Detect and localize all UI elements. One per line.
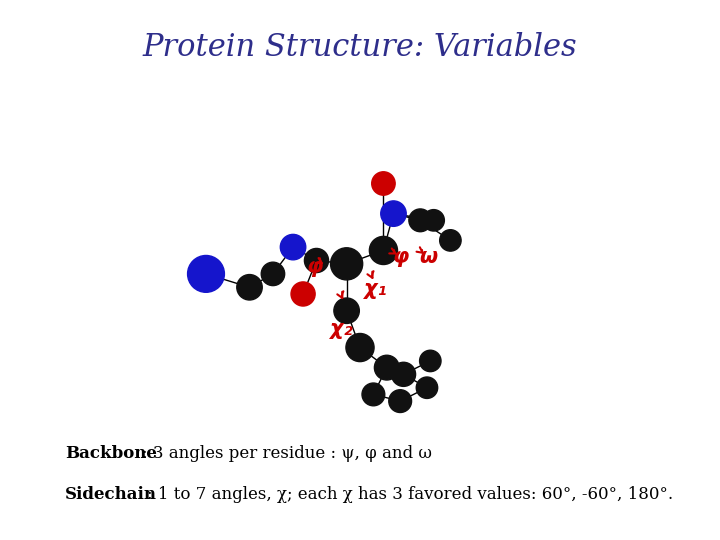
- Circle shape: [416, 377, 438, 399]
- Circle shape: [188, 255, 225, 292]
- Circle shape: [346, 334, 374, 362]
- Text: Sidechain: Sidechain: [65, 486, 157, 503]
- Text: χ₂: χ₂: [330, 319, 353, 339]
- Text: Backbone: Backbone: [65, 446, 157, 462]
- Circle shape: [334, 298, 359, 323]
- Circle shape: [389, 390, 412, 413]
- Circle shape: [305, 248, 328, 273]
- Text: ω: ω: [420, 247, 438, 267]
- Circle shape: [369, 237, 397, 265]
- Circle shape: [440, 230, 461, 251]
- Text: φ: φ: [392, 247, 408, 267]
- Circle shape: [362, 383, 384, 406]
- Circle shape: [381, 201, 406, 226]
- Circle shape: [423, 210, 444, 231]
- Text: Protein Structure: Variables: Protein Structure: Variables: [143, 32, 577, 63]
- Circle shape: [409, 209, 432, 232]
- Circle shape: [330, 248, 363, 280]
- Circle shape: [237, 274, 262, 300]
- Circle shape: [372, 172, 395, 195]
- Circle shape: [392, 362, 415, 387]
- Text: χ₁: χ₁: [364, 279, 387, 299]
- Text: : 1 to 7 angles, χ; each χ has 3 favored values: 60°, -60°, 180°.: : 1 to 7 angles, χ; each χ has 3 favored…: [147, 486, 673, 503]
- Text: : 3 angles per residue : ψ, φ and ω: : 3 angles per residue : ψ, φ and ω: [142, 446, 432, 462]
- Circle shape: [280, 234, 306, 260]
- Circle shape: [420, 350, 441, 372]
- Text: φ: φ: [307, 257, 323, 277]
- Circle shape: [261, 262, 284, 286]
- Circle shape: [374, 355, 399, 380]
- Circle shape: [291, 282, 315, 306]
